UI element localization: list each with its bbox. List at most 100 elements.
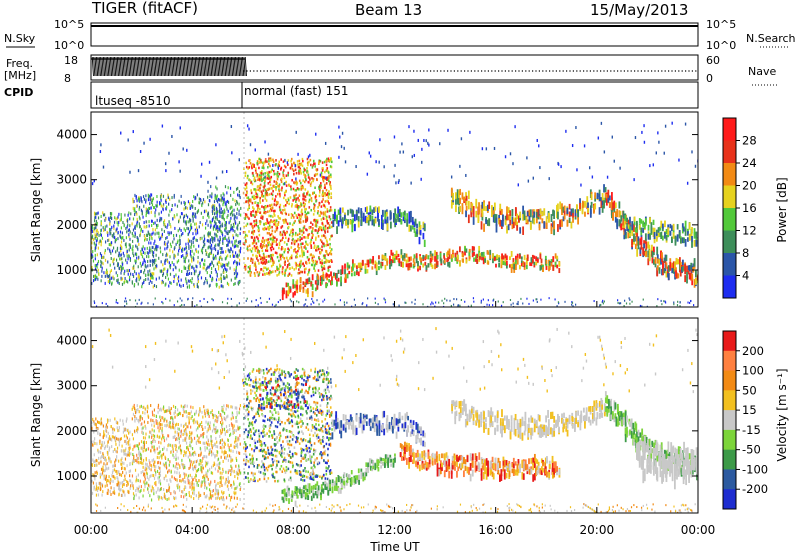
frequency-sweep-line — [115, 56, 118, 77]
range-cell — [207, 212, 209, 216]
range-cell — [264, 194, 267, 197]
range-cell — [225, 255, 228, 259]
range-cell — [173, 276, 175, 280]
range-cell — [399, 150, 401, 154]
range-cell — [261, 205, 263, 208]
range-cell — [375, 264, 378, 271]
range-cell — [603, 300, 605, 303]
range-cell — [206, 279, 208, 283]
range-cell — [509, 298, 512, 301]
range-cell — [183, 247, 186, 251]
range-cell — [246, 234, 249, 238]
range-cell — [295, 177, 297, 181]
range-cell — [283, 249, 286, 252]
range-cell — [480, 299, 482, 302]
range-cell — [336, 281, 338, 287]
range-cell — [101, 440, 103, 444]
range-cell — [141, 248, 144, 252]
range-cell — [471, 246, 474, 251]
range-cell — [226, 281, 229, 285]
range-cell — [93, 430, 95, 434]
range-cell — [129, 479, 132, 483]
range-cell — [364, 264, 367, 270]
range-cell — [301, 242, 304, 245]
range-cell — [526, 257, 529, 261]
range-cell — [295, 130, 297, 134]
range-cell — [157, 223, 159, 227]
range-cell — [142, 245, 144, 249]
range-cell — [262, 189, 265, 192]
range-cell — [315, 222, 317, 225]
range-cell — [91, 426, 93, 430]
range-cell — [520, 256, 523, 260]
range-cell — [213, 200, 216, 204]
range-cell — [174, 254, 176, 258]
range-cell — [148, 224, 150, 228]
range-cell — [276, 192, 279, 196]
frequency-sweep-line — [111, 56, 114, 77]
range-cell — [522, 261, 525, 265]
range-cell — [231, 211, 233, 215]
range-cell — [254, 249, 257, 253]
range-cell — [233, 283, 235, 287]
range-cell — [121, 456, 123, 460]
range-cell — [434, 256, 436, 262]
range-cell — [232, 234, 234, 238]
range-cell — [283, 241, 286, 244]
range-cell — [329, 183, 331, 186]
range-cell — [608, 195, 611, 201]
range-cell — [104, 274, 106, 278]
range-cell — [670, 225, 673, 232]
range-cell — [298, 159, 301, 163]
range-cell — [280, 211, 282, 214]
range-cell — [179, 227, 181, 231]
range-cell — [147, 302, 149, 305]
range-cell — [227, 213, 229, 217]
range-cell — [153, 221, 155, 225]
range-cell — [240, 206, 242, 210]
range-cell — [247, 270, 250, 274]
range-cell — [351, 219, 354, 228]
range-cell — [653, 227, 656, 235]
range-cell — [540, 265, 543, 270]
range-cell — [455, 197, 457, 205]
range-cell — [120, 437, 122, 441]
range-cell — [236, 272, 239, 276]
range-cell — [292, 232, 294, 236]
range-cell — [688, 273, 691, 280]
range-cell — [149, 259, 151, 263]
range-cell — [413, 254, 416, 259]
range-cell — [515, 259, 517, 266]
range-cell — [259, 211, 261, 215]
range-cell — [394, 208, 397, 216]
range-cell — [247, 265, 250, 269]
range-cell — [289, 288, 292, 293]
range-cell — [292, 292, 295, 298]
range-cell — [291, 178, 293, 182]
range-cell — [657, 131, 659, 135]
range-cell — [147, 193, 149, 197]
range-cell — [179, 126, 181, 130]
range-cell — [167, 260, 169, 264]
range-cell — [264, 262, 267, 265]
range-cell — [215, 254, 217, 258]
range-cell — [121, 444, 123, 448]
range-cell — [138, 298, 140, 301]
range-cell — [622, 210, 625, 219]
range-cell — [257, 226, 260, 230]
range-cell — [231, 240, 233, 244]
range-cell — [93, 453, 95, 457]
range-cell — [206, 251, 208, 255]
range-cell — [148, 207, 151, 211]
range-cell — [317, 206, 319, 209]
range-cell — [682, 238, 685, 244]
range-cell — [115, 449, 117, 453]
range-cell — [654, 260, 657, 268]
range-cell — [124, 269, 126, 273]
range-cell — [299, 261, 301, 264]
range-cell — [111, 249, 114, 253]
range-cell — [117, 480, 119, 484]
range-cell — [285, 180, 287, 184]
range-cell — [557, 211, 559, 220]
range-cell — [280, 226, 283, 229]
